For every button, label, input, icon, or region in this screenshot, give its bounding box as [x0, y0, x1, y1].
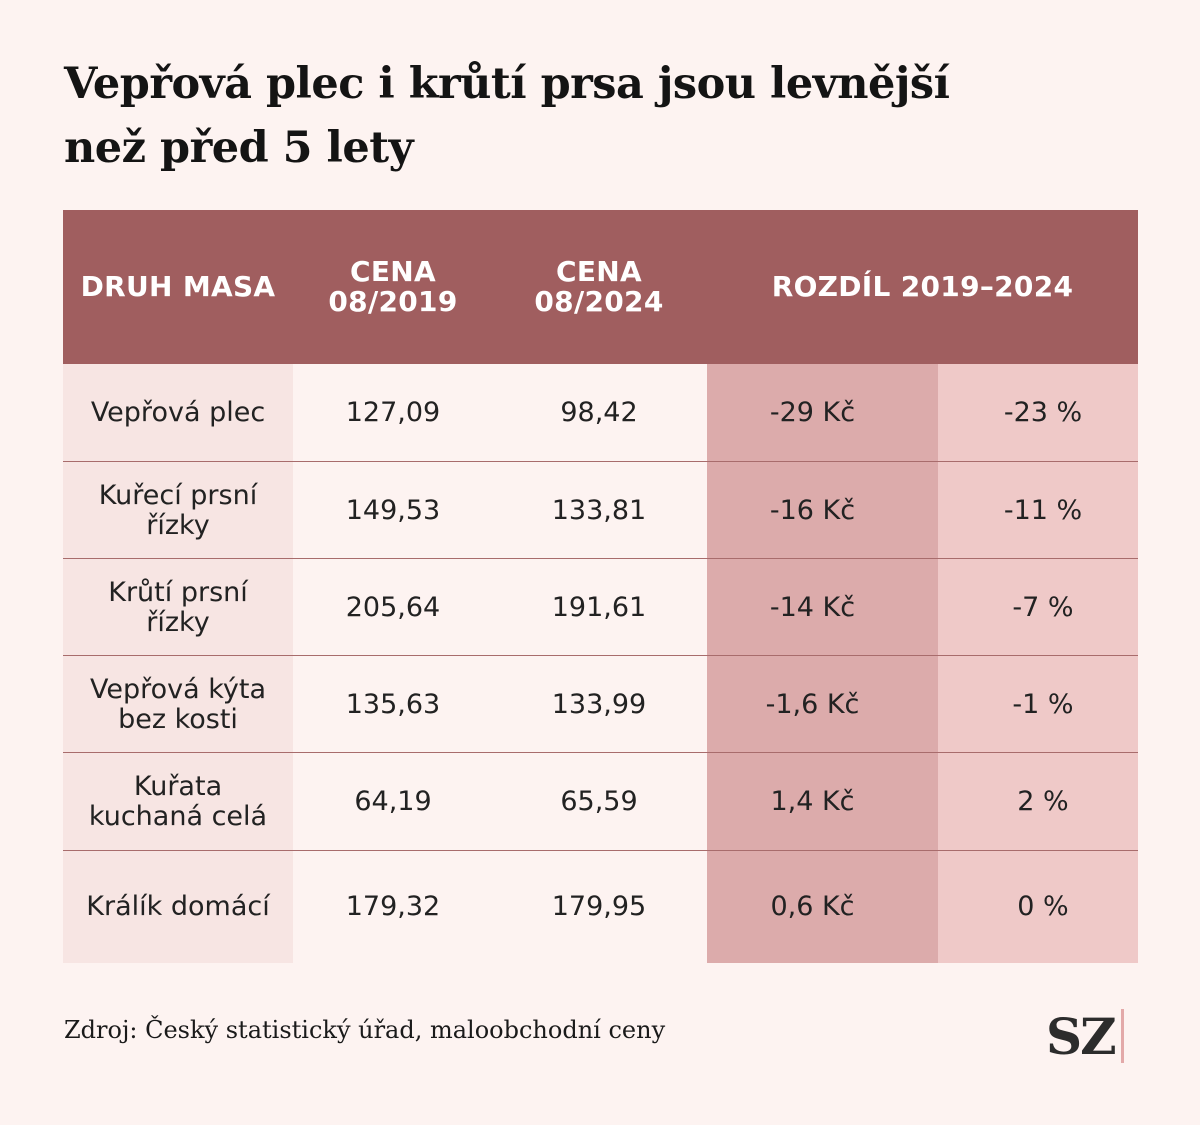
meat-type-cell-text: Krůtí prsní řízky: [108, 576, 248, 638]
meat-type-cell: Kuřata kuchaná celá: [63, 753, 293, 851]
price-2024-cell: 179,95: [499, 851, 699, 963]
price-2024-cell-text: 65,59: [560, 786, 638, 817]
price-2024-cell: 133,99: [499, 656, 699, 753]
meat-type-cell: Vepřová kýta bez kosti: [63, 656, 293, 753]
price-2019-cell-text: 179,32: [345, 891, 441, 922]
logo-text: SZ: [1046, 1006, 1117, 1066]
price-2019-cell-text: 64,19: [354, 786, 432, 817]
source-note: Zdroj: Český statistický úřad, maloobcho…: [64, 1016, 666, 1044]
difference-percent-cell-text: -7 %: [1012, 591, 1074, 623]
header-difference: ROZDÍL 2019–2024: [771, 270, 1074, 303]
price-2019-cell: 205,64: [293, 559, 493, 656]
meat-type-cell-text: Vepřová kýta bez kosti: [89, 673, 267, 735]
price-columns-background: [293, 364, 707, 963]
difference-kc-cell-text: 1,4 Kč: [770, 786, 855, 817]
meat-type-cell-text: Králík domácí: [86, 891, 270, 922]
table-row: Vepřová plec 127,09 98,42 -29 Kč -23 %: [63, 364, 1138, 462]
difference-percent-cell: -23 %: [938, 364, 1148, 462]
table-row: Kuřata kuchaná celá 64,19 65,59 1,4 Kč 2 %: [63, 753, 1138, 851]
price-2024-cell-text: 133,81: [551, 494, 647, 526]
difference-kc-cell: -29 Kč: [707, 364, 918, 462]
difference-percent-cell: 0 %: [938, 851, 1148, 963]
price-2024-cell-text: 191,61: [551, 591, 647, 623]
percent-column-background: [938, 364, 1138, 963]
difference-percent-cell: -7 %: [938, 559, 1148, 656]
row-divider: [63, 850, 1138, 851]
difference-kc-cell-text: -16 Kč: [769, 494, 856, 526]
difference-percent-cell-text: 0 %: [1017, 891, 1069, 922]
price-2019-cell-text: 149,53: [345, 494, 441, 526]
row-divider: [63, 461, 1138, 462]
price-2024-cell: 65,59: [499, 753, 699, 851]
difference-percent-cell: 2 %: [938, 753, 1148, 851]
name-column-background: [63, 364, 293, 963]
price-2024-cell-text: 179,95: [551, 891, 647, 922]
price-2024-cell-text: 133,99: [551, 688, 647, 720]
price-2019-cell: 127,09: [293, 364, 493, 462]
difference-percent-cell-text: -23 %: [1003, 397, 1083, 428]
meat-type-cell: Králík domácí: [63, 851, 293, 963]
price-2024-cell-text: 98,42: [560, 397, 638, 428]
meat-type-cell: Krůtí prsní řízky: [63, 559, 293, 656]
difference-column-background: [707, 364, 938, 963]
price-2024-cell: 191,61: [499, 559, 699, 656]
difference-kc-cell-text: 0,6 Kč: [770, 891, 855, 922]
difference-kc-cell-text: -29 Kč: [769, 397, 856, 428]
sz-logo: SZ: [1046, 1006, 1124, 1066]
difference-kc-cell-text: -14 Kč: [769, 591, 856, 623]
price-2019-cell-text: 135,63: [345, 688, 441, 720]
table-row: Krůtí prsní řízky 205,64 191,61 -14 Kč -7 %: [63, 559, 1138, 656]
table-row: Králík domácí 179,32 179,95 0,6 Kč 0 %: [63, 851, 1138, 963]
difference-percent-cell-text: -1 %: [1012, 688, 1074, 720]
page-title: Vepřová plec i krůtí prsa jsou levnější …: [64, 59, 950, 173]
row-divider: [63, 752, 1138, 753]
table-header: DRUH MASA CENA 08/2019 CENA 08/2024 ROZD…: [63, 210, 1138, 364]
price-2019-cell-text: 205,64: [345, 591, 441, 623]
difference-kc-cell: -1,6 Kč: [707, 656, 918, 753]
meat-type-cell-text: Kuřata kuchaná celá: [88, 771, 268, 832]
difference-percent-cell-text: -11 %: [1003, 494, 1083, 526]
difference-percent-cell-text: 2 %: [1017, 786, 1069, 817]
row-divider: [63, 655, 1138, 656]
header-price-2019: CENA 08/2019: [328, 255, 458, 318]
header-price-2024: CENA 08/2024: [534, 255, 664, 318]
price-2019-cell-text: 127,09: [345, 397, 441, 428]
price-table: DRUH MASA CENA 08/2019 CENA 08/2024 ROZD…: [63, 210, 1138, 963]
difference-kc-cell: 0,6 Kč: [707, 851, 918, 963]
logo-bar: [1120, 1009, 1124, 1063]
meat-type-cell-text: Kuřecí prsní řízky: [98, 479, 258, 541]
price-2024-cell: 133,81: [499, 462, 699, 559]
price-2019-cell: 149,53: [293, 462, 493, 559]
table-row: Kuřecí prsní řízky 149,53 133,81 -16 Kč -11 …: [63, 462, 1138, 559]
price-2019-cell: 179,32: [293, 851, 493, 963]
difference-kc-cell: -16 Kč: [707, 462, 918, 559]
table-row: Vepřová kýta bez kosti 135,63 133,99 -1,6 K…: [63, 656, 1138, 753]
price-2019-cell: 64,19: [293, 753, 493, 851]
row-divider: [63, 558, 1138, 559]
difference-kc-cell: -14 Kč: [707, 559, 918, 656]
difference-kc-cell-text: -1,6 Kč: [765, 688, 860, 720]
meat-type-cell-text: Vepřová plec: [90, 397, 266, 428]
difference-kc-cell: 1,4 Kč: [707, 753, 918, 851]
price-2019-cell: 135,63: [293, 656, 493, 753]
meat-type-cell: Kuřecí prsní řízky: [63, 462, 293, 559]
difference-percent-cell: -1 %: [938, 656, 1148, 753]
price-2024-cell: 98,42: [499, 364, 699, 462]
header-meat-type: DRUH MASA: [80, 270, 276, 303]
difference-percent-cell: -11 %: [938, 462, 1148, 559]
meat-type-cell: Vepřová plec: [63, 364, 293, 462]
